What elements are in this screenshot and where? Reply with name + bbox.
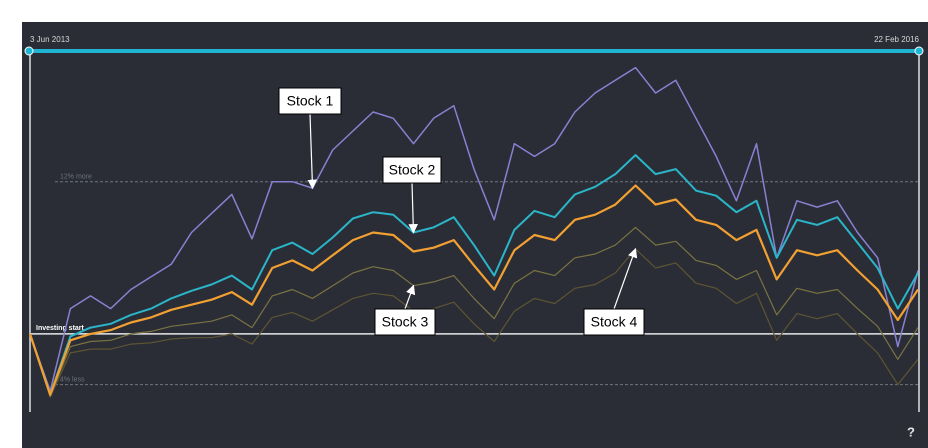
slider-handle[interactable] — [24, 46, 34, 56]
slider-handle[interactable] — [914, 46, 924, 56]
callout-box — [374, 308, 436, 336]
callout-arrow — [404, 284, 416, 310]
callout-arrow — [307, 113, 318, 190]
series-line — [29, 66, 919, 392]
series-line — [29, 226, 919, 397]
baseline-label: Investing start — [36, 325, 85, 332]
panel — [22, 22, 928, 448]
callout-box — [382, 156, 442, 184]
callout-label: Stock 4 — [591, 314, 638, 330]
series-line — [29, 154, 919, 396]
start-date: 3 Jun 2013 — [30, 35, 70, 44]
callout-arrow — [613, 247, 638, 310]
callout-label: Stock 3 — [382, 314, 429, 330]
callout-label: Stock 2 — [389, 162, 436, 178]
reference-label: 12% more — [60, 174, 92, 181]
callout-arrow — [408, 182, 419, 234]
callout-box — [583, 308, 645, 336]
help-button[interactable]: ? — [907, 424, 915, 439]
callout-label: Stock 1 — [287, 93, 334, 109]
reference-label: 4% less — [60, 376, 85, 383]
end-date: 22 Feb 2016 — [874, 35, 919, 44]
series-line — [28, 184, 919, 396]
series-line — [29, 248, 919, 398]
callout-box — [278, 87, 342, 115]
